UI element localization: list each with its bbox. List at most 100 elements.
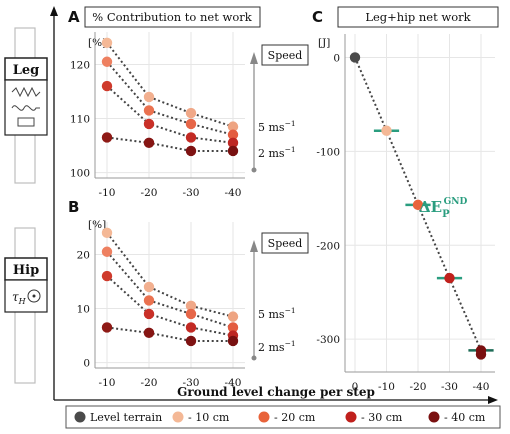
panel-b-point (101, 322, 113, 333)
panel-c-unit: [J] (318, 37, 330, 49)
panel-a-point (101, 132, 113, 143)
speed-arrowhead-a-icon (250, 52, 258, 64)
speed-arrow-base-b-icon (251, 355, 257, 361)
panel-b-point (227, 335, 239, 347)
panel-b-point (101, 246, 113, 257)
panel-a-point (227, 129, 239, 140)
panel-b-y-tick-label: 0 (83, 358, 90, 370)
legend-marker (258, 411, 270, 423)
panel-a-point (227, 145, 239, 157)
panel-a-series-line (106, 136, 233, 152)
panel-a-point (185, 107, 197, 119)
panel-a-point (101, 37, 113, 49)
panel-c-x-tick-label: -30 (441, 381, 458, 393)
x-axis-label: Ground level change per step (177, 385, 375, 399)
panel-b-x-tick-label: -40 (225, 377, 242, 389)
legend: Level terrain - 10 cm - 20 cm - 30 cm - 40 c… (65, 405, 501, 429)
speed-low-a: 2 ms−1 (258, 145, 296, 160)
panel-b-point (185, 322, 197, 333)
speed-label-b: Speed (268, 237, 303, 250)
panel-c-title-box (337, 6, 499, 28)
up-arrowhead-icon (50, 6, 58, 16)
damper-icon (17, 117, 35, 127)
speed-box-a (261, 44, 309, 66)
panel-a-title-box (84, 6, 261, 28)
panel-c-y-tick-label: -300 (316, 334, 340, 346)
torque-center-icon (32, 294, 36, 298)
panel-c-point (412, 199, 424, 211)
panel-b-point (185, 300, 197, 312)
legend-label: Level terrain (90, 411, 162, 424)
speed-indicator-a: Speed 5 ms−1 2 ms−1 (250, 44, 309, 173)
legend-label: - 10 cm (188, 411, 230, 424)
speed-box-b (261, 232, 309, 254)
panel-b-series-line (106, 326, 233, 342)
legend-marker (74, 411, 86, 423)
panel-b-letter: B (68, 198, 79, 216)
panel-b-point (143, 281, 155, 293)
legend-box (65, 405, 501, 429)
legend-marker (345, 411, 357, 423)
panel-a-y-tick-label: 120 (70, 59, 90, 71)
spring-icon (11, 86, 41, 98)
legend-marker (172, 411, 184, 423)
speed-arrow-base-a-icon (251, 167, 257, 173)
panel-c-x-tick-label: -10 (378, 381, 395, 393)
speed-low-b: 2 ms−1 (258, 339, 296, 354)
panel-b-x-tick-label: -30 (183, 377, 200, 389)
panel-a-x-tick-label: -10 (99, 187, 116, 199)
panel-a-point (143, 118, 155, 130)
panel-b-x-tick-label: -10 (99, 377, 116, 389)
panel-b-point (227, 311, 239, 322)
panel-c: C Leg+hip net work [J] 0 -100 -200 -300 0 -10… (312, 6, 499, 393)
main-axes: Ground level change per step (50, 6, 498, 404)
panel-a-point (101, 80, 113, 92)
panel-b-point (143, 295, 155, 306)
panel-c-point (381, 125, 392, 136)
panel-b-point (227, 322, 239, 333)
panel-c-x-tick-label: -20 (410, 381, 427, 393)
panel-c-point (349, 52, 361, 63)
panel-b-point (185, 335, 197, 347)
panel-a-point (143, 91, 155, 103)
side-schematic: Leg Hip τH (4, 27, 48, 384)
panel-a-series-line (106, 85, 234, 144)
panel-a-point (185, 145, 197, 157)
panel-c-point (475, 349, 487, 360)
panel-a-point (143, 137, 155, 149)
speed-high-b: 5 ms−1 (258, 306, 296, 321)
panel-b: B [%] 0 10 20 -10 -20 -30 -40 (68, 198, 245, 389)
panel-a-point (227, 137, 239, 149)
panel-a-point (101, 56, 113, 67)
torque-icon (27, 289, 41, 303)
panel-b-plot: 0 10 20 -10 -20 -30 -40 (77, 222, 245, 389)
panel-a-x-tick-label: -40 (225, 187, 242, 199)
panel-b-series-line (106, 275, 234, 337)
coil-icon (11, 105, 40, 111)
panel-c-title: Leg+hip net work (365, 10, 471, 24)
panel-c-y-tick-label: -100 (316, 146, 340, 158)
panel-b-point (143, 327, 155, 339)
panel-a-x-tick-label: -20 (141, 187, 158, 199)
legend-marker (428, 411, 440, 423)
hip-label: Hip (13, 263, 39, 278)
panel-a-title: % Contribution to net work (92, 10, 253, 24)
panel-a-y-tick-label: 100 (70, 168, 90, 180)
panel-a-point (185, 132, 197, 143)
panel-a-point (227, 121, 239, 132)
panel-b-series-line (106, 232, 234, 318)
panel-b-point (101, 227, 113, 239)
legend-label: - 30 cm (361, 411, 403, 424)
panel-b-series-line (106, 251, 234, 329)
panel-b-y-tick-label: 10 (77, 304, 90, 316)
panel-a-unit: [%] (88, 37, 106, 49)
panel-a-point (185, 118, 197, 130)
speed-high-a: 5 ms−1 (258, 119, 296, 134)
panel-c-x-tick-label: 0 (352, 381, 359, 393)
panel-c-plot: 0 -100 -200 -300 0 -10 -20 -30 -40 (316, 34, 495, 393)
panel-a-y-tick-label: 110 (70, 114, 90, 126)
panel-b-point (143, 308, 155, 320)
panel-c-point (444, 272, 455, 284)
panel-a: A % Contribution to net work [%] 1001101… (68, 6, 261, 199)
panel-b-unit: [%] (88, 219, 106, 231)
